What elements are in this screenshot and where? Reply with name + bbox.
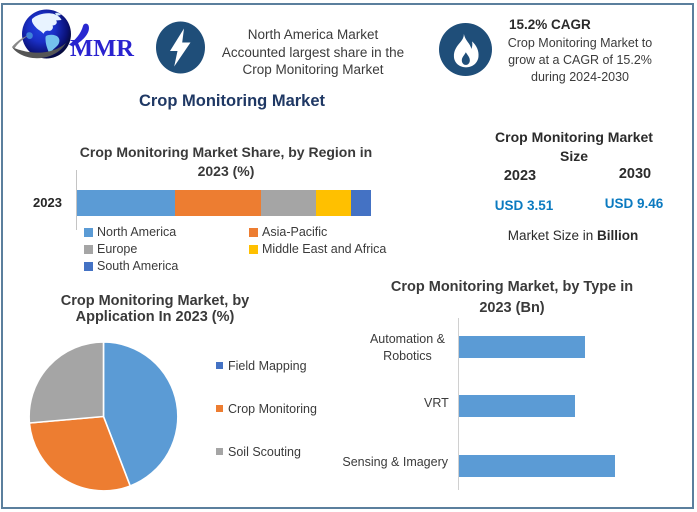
- svg-text:MMR: MMR: [70, 35, 134, 62]
